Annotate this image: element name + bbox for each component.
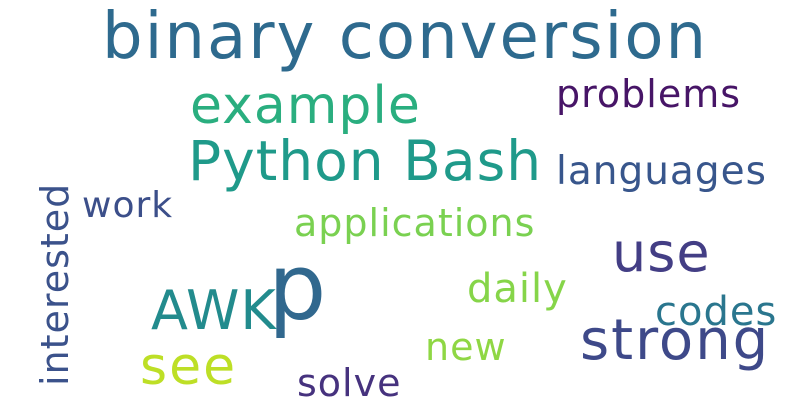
- word-awk: AWK: [151, 279, 277, 342]
- word-see: see: [140, 337, 238, 397]
- word-solve: solve: [297, 361, 402, 400]
- word-daily: daily: [467, 266, 568, 312]
- word-new: new: [425, 325, 507, 369]
- word-problems: problems: [556, 72, 742, 116]
- word-codes: codes: [655, 289, 778, 335]
- word-python-bash: Python Bash: [188, 129, 543, 193]
- word-binary-conversion: binary conversion: [102, 0, 709, 74]
- word-interested: interested: [33, 182, 77, 386]
- word-applications: applications: [294, 201, 536, 245]
- word-use: use: [612, 221, 711, 284]
- word-p: p: [268, 234, 327, 341]
- word-work: work: [82, 185, 174, 226]
- word-languages: languages: [556, 149, 767, 194]
- word-strong: strong: [580, 308, 771, 373]
- word-example: example: [190, 76, 421, 136]
